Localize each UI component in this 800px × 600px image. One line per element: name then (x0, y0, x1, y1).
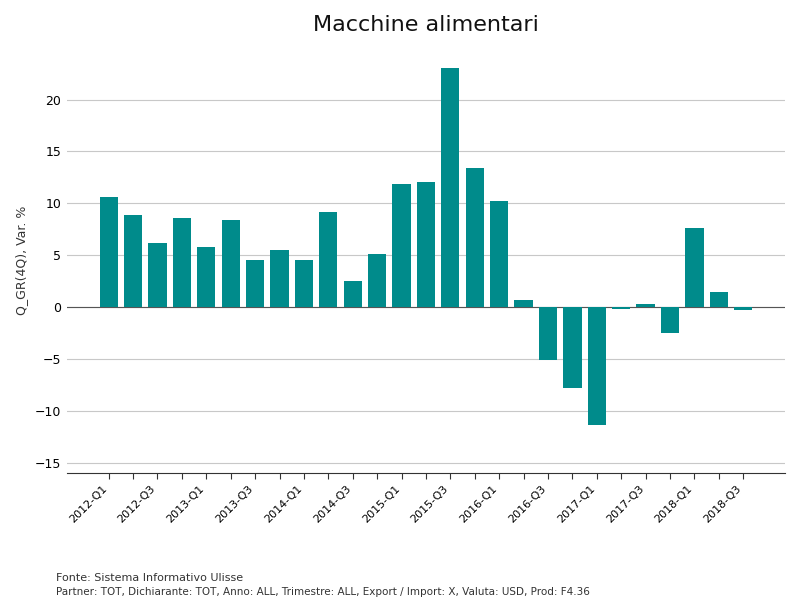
Bar (392, 184, 410, 307)
Bar (124, 215, 142, 307)
Text: Partner: TOT, Dichiarante: TOT, Anno: ALL, Trimestre: ALL, Export / Import: X, V: Partner: TOT, Dichiarante: TOT, Anno: AL… (56, 587, 590, 597)
Y-axis label: Q_GR(4Q), Var. %: Q_GR(4Q), Var. % (15, 206, 28, 315)
Bar (637, 304, 654, 307)
Bar (539, 307, 557, 360)
Bar (343, 281, 362, 307)
Bar (612, 307, 630, 309)
Bar (514, 300, 533, 307)
Bar (222, 220, 240, 307)
Bar (710, 292, 728, 307)
Bar (319, 212, 338, 307)
Title: Macchine alimentari: Macchine alimentari (313, 15, 539, 35)
Bar (246, 260, 264, 307)
Bar (563, 307, 582, 388)
Bar (466, 168, 484, 307)
Bar (588, 307, 606, 425)
Bar (441, 68, 459, 307)
Bar (197, 247, 215, 307)
Bar (270, 250, 289, 307)
Bar (417, 182, 435, 307)
Bar (99, 197, 118, 307)
Bar (734, 307, 752, 310)
Bar (686, 229, 703, 307)
Bar (661, 307, 679, 333)
Bar (173, 218, 191, 307)
Text: Fonte: Sistema Informativo Ulisse: Fonte: Sistema Informativo Ulisse (56, 573, 243, 583)
Bar (294, 260, 313, 307)
Bar (148, 243, 166, 307)
Bar (368, 254, 386, 307)
Bar (490, 202, 508, 307)
